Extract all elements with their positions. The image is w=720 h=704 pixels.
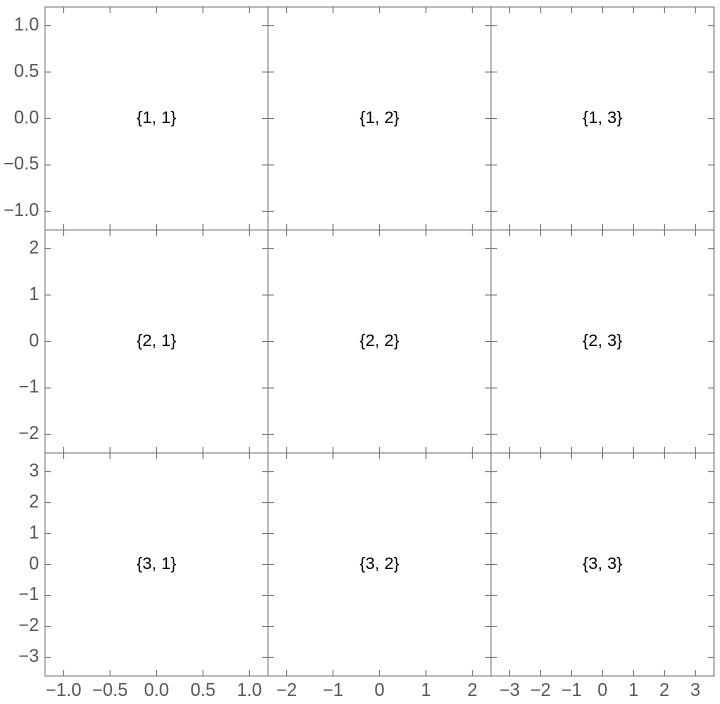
x-tick-label: 1.0 xyxy=(237,680,262,700)
x-tick-label: 2 xyxy=(467,680,477,700)
x-tick-label: 0.0 xyxy=(144,680,169,700)
x-tick-label: −3 xyxy=(499,680,520,700)
y-tick-label: 2 xyxy=(29,237,39,257)
y-tick-label: 2 xyxy=(29,491,39,511)
x-tick-label: 1 xyxy=(421,680,431,700)
panel-label: {3, 3} xyxy=(583,554,623,573)
x-tick-label: 0 xyxy=(374,680,384,700)
y-tick-label: −1.0 xyxy=(3,200,39,220)
x-tick-label: −0.5 xyxy=(92,680,128,700)
y-tick-label: −2 xyxy=(18,615,39,635)
x-tick-label: −1.0 xyxy=(46,680,82,700)
y-tick-label: 1.0 xyxy=(14,14,39,34)
y-tick-label: 0 xyxy=(29,553,39,573)
panel-label: {1, 3} xyxy=(583,108,623,127)
y-tick-label: −1 xyxy=(18,584,39,604)
y-tick-label: 0 xyxy=(29,330,39,350)
y-tick-label: −3 xyxy=(18,646,39,666)
y-tick-label: −2 xyxy=(18,423,39,443)
x-tick-label: −1 xyxy=(323,680,344,700)
panel-label: {1, 2} xyxy=(360,108,400,127)
y-tick-label: 0.5 xyxy=(14,61,39,81)
x-tick-label: −1 xyxy=(561,680,582,700)
y-tick-label: 0.0 xyxy=(14,107,39,127)
panel-label: {3, 2} xyxy=(360,554,400,573)
x-tick-label: 2 xyxy=(659,680,669,700)
y-tick-label: 3 xyxy=(29,460,39,480)
panel-label: {2, 3} xyxy=(583,331,623,350)
panel-label: {2, 1} xyxy=(137,331,177,350)
panel-label: {1, 1} xyxy=(137,108,177,127)
x-tick-label: 0 xyxy=(597,680,607,700)
x-tick-label: 1 xyxy=(628,680,638,700)
y-tick-label: −0.5 xyxy=(3,154,39,174)
panel-label: {3, 1} xyxy=(137,554,177,573)
y-tick-label: −1 xyxy=(18,377,39,397)
y-tick-label: 1 xyxy=(29,284,39,304)
x-tick-label: −2 xyxy=(276,680,297,700)
x-tick-label: 0.5 xyxy=(190,680,215,700)
x-tick-label: −2 xyxy=(530,680,551,700)
x-tick-label: 3 xyxy=(690,680,700,700)
y-tick-label: 1 xyxy=(29,522,39,542)
panel-label: {2, 2} xyxy=(360,331,400,350)
